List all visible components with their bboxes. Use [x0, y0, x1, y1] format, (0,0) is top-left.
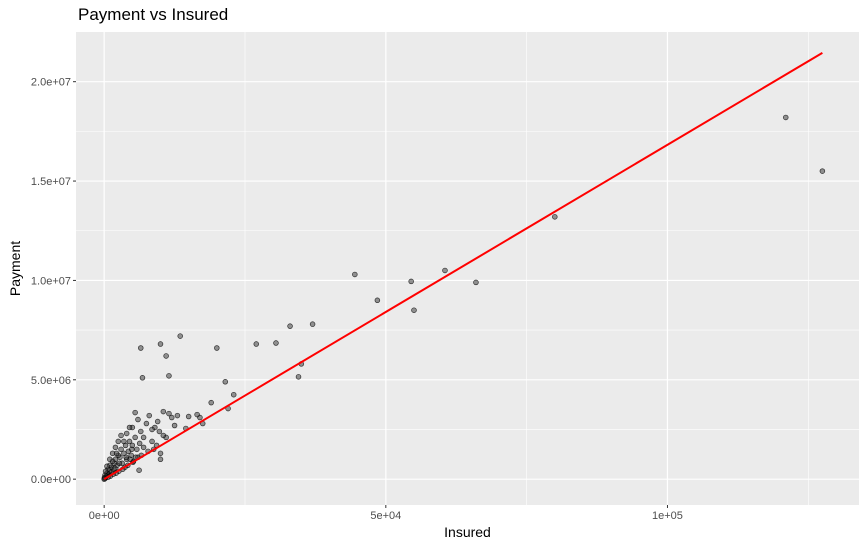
data-point [166, 373, 172, 379]
data-point [169, 414, 175, 421]
minor-gridlines [76, 32, 859, 505]
data-point [140, 444, 147, 451]
data-point [123, 430, 130, 437]
chart-title: Payment vs Insured [78, 5, 229, 24]
data-point [112, 444, 119, 451]
data-point [408, 278, 414, 285]
y-tick-label: 1.0e+07 [31, 275, 71, 287]
data-point [132, 409, 138, 416]
major-gridlines [76, 32, 859, 505]
data-point [208, 399, 214, 406]
y-tick-label: 5.0e+06 [31, 375, 71, 387]
data-point [160, 408, 167, 415]
data-point [309, 321, 316, 327]
data-point [411, 307, 417, 313]
data-point [138, 428, 144, 435]
data-point [134, 446, 140, 453]
data-point [154, 418, 161, 425]
data-point [273, 340, 279, 346]
data-point [174, 412, 181, 419]
data-point [473, 279, 479, 286]
y-axis-title: Payment [7, 241, 23, 296]
data-point [123, 454, 129, 461]
data-point [104, 463, 110, 469]
y-tick-label: 2.0e+07 [31, 77, 71, 89]
data-point [126, 438, 133, 445]
y-axis-ticks: 0.0e+00 5.0e+06 1.0e+07 1.5e+07 2.0e+07 [31, 77, 76, 486]
data-point [121, 438, 127, 445]
data-point [295, 374, 302, 380]
x-axis-title: Insured [444, 524, 491, 540]
data-point [112, 465, 118, 471]
data-point [126, 424, 133, 431]
data-point [185, 413, 192, 420]
data-point [783, 114, 789, 121]
data-point [194, 411, 200, 418]
data-point [118, 446, 124, 453]
data-point [132, 434, 138, 441]
data-point [136, 440, 143, 447]
data-point [160, 432, 167, 439]
data-point [230, 391, 237, 398]
data-point [157, 456, 164, 463]
data-point [146, 412, 152, 419]
data-point [143, 420, 150, 427]
data-point [140, 434, 147, 441]
y-tick-label: 1.5e+07 [31, 176, 71, 188]
regression-line [103, 52, 823, 481]
x-tick-label: 0e+00 [89, 510, 120, 522]
data-point [177, 333, 183, 339]
data-point [149, 426, 155, 433]
plot-panel [76, 32, 859, 505]
data-point [157, 450, 164, 457]
data-point [552, 214, 558, 220]
data-point [135, 416, 141, 423]
x-axis-ticks: 0e+00 5e+04 1e+05 [89, 505, 683, 522]
data-point [109, 450, 116, 457]
data-point [107, 456, 113, 463]
data-point [129, 446, 135, 453]
x-tick-label: 1e+05 [652, 510, 683, 522]
data-point [116, 460, 123, 467]
y-tick-label: 0.0e+00 [31, 474, 71, 486]
data-point [819, 168, 826, 174]
data-point [157, 341, 164, 347]
x-tick-label: 5e+04 [370, 510, 401, 522]
data-point [253, 341, 260, 347]
data-point [222, 379, 229, 385]
data-point [115, 438, 121, 445]
data-point [214, 345, 220, 351]
data-point [118, 432, 124, 439]
data-point [149, 438, 155, 445]
data-point [442, 267, 448, 274]
data-point [171, 422, 178, 429]
data-point [138, 345, 144, 351]
data-point [163, 353, 169, 359]
data-point [352, 271, 358, 278]
data-point [166, 410, 172, 417]
data-point [139, 375, 146, 381]
data-point [136, 467, 142, 473]
data-point [374, 297, 381, 304]
data-point [156, 428, 163, 435]
data-point [287, 323, 293, 329]
